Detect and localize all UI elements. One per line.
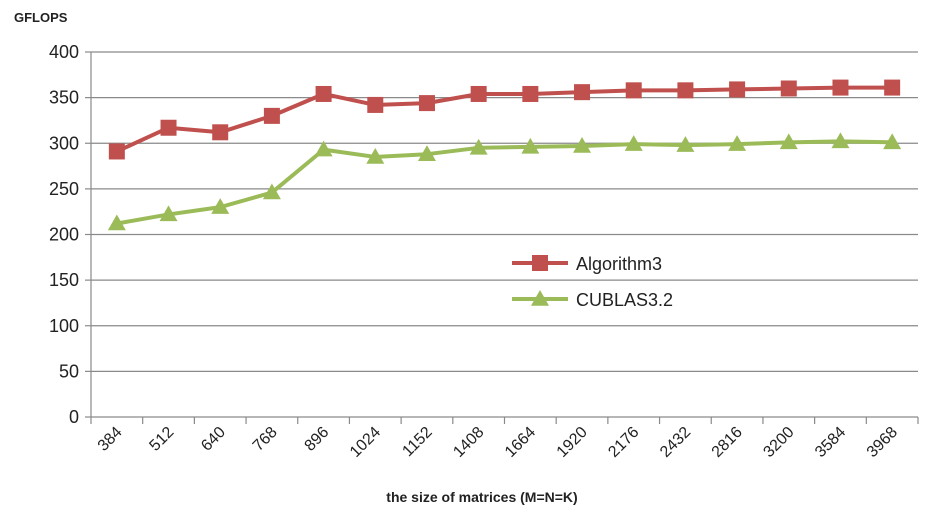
x-tick-label: 512 [146,424,177,455]
data-point-cublas3-2 [521,137,540,154]
x-tick-label: 1664 [502,424,539,461]
x-tick-label: 768 [250,424,281,455]
data-point-algorithm3 [832,79,849,96]
x-tick-label: 640 [198,424,229,455]
data-point-cublas3-2 [366,147,385,164]
data-point-cublas3-2 [159,205,178,222]
data-point-algorithm3 [677,82,694,99]
x-tick-label: 3968 [864,424,901,461]
data-point-algorithm3 [884,79,901,96]
data-point-cublas3-2 [262,183,281,200]
series-lines [107,79,902,231]
data-point-algorithm3 [160,119,177,136]
y-tick-label: 400 [49,42,79,62]
y-tick-label: 200 [49,225,79,245]
y-tick-label: 300 [49,133,79,153]
series-line-algorithm3 [116,85,893,154]
y-tick-label: 50 [59,361,79,381]
data-point-cublas3-2 [417,145,436,161]
x-tick-label: 2816 [709,424,746,461]
data-point-cublas3-2 [469,138,488,155]
y-tick-label: 100 [49,316,79,336]
data-point-algorithm3 [367,96,384,113]
gridlines [91,51,918,372]
legend-label: CUBLAS3.2 [576,290,673,310]
data-point-cublas3-2 [676,136,695,152]
data-point-algorithm3 [263,107,280,124]
data-point-algorithm3 [108,143,125,160]
x-tick-label: 2432 [657,424,694,461]
x-tick-label: 896 [302,424,333,455]
data-point-cublas3-2 [573,136,592,153]
axes [85,51,919,424]
legend: Algorithm3 CUBLAS3.2 [512,254,673,310]
legend-item: Algorithm3 [512,254,662,274]
data-point-algorithm3 [729,81,746,98]
data-point-cublas3-2 [883,133,902,150]
y-tick-label: 0 [69,407,79,427]
data-point-algorithm3 [470,85,487,102]
x-tick-label: 3584 [812,424,849,461]
legend-label: Algorithm3 [576,254,662,274]
data-point-cublas3-2 [831,132,850,149]
data-point-algorithm3 [574,84,591,101]
data-point-algorithm3 [780,80,797,97]
x-tick-label: 1024 [347,424,384,461]
data-point-cublas3-2 [211,198,230,214]
data-point-cublas3-2 [728,135,747,151]
legend-marker [532,255,548,271]
data-point-cublas3-2 [314,140,333,157]
data-point-algorithm3 [625,82,642,99]
series-cublas3-2 [107,132,902,231]
legend-marker [531,290,549,306]
series-algorithm3 [108,79,901,160]
y-tick-labels: 0 50 100 150 200 250 300 350 400 [49,42,79,427]
x-tick-label: 2176 [605,424,642,461]
y-tick-label: 350 [49,88,79,108]
data-point-algorithm3 [418,95,435,112]
x-tick-label: 3200 [760,424,797,461]
data-point-cublas3-2 [779,133,798,150]
data-point-cublas3-2 [107,214,126,231]
y-tick-label: 150 [49,270,79,290]
data-point-algorithm3 [212,124,229,141]
x-axis-label: the size of matrices (M=N=K) [386,489,577,505]
x-tick-label: 384 [95,424,126,455]
series-line-cublas3-2 [116,139,893,226]
x-tick-label: 1408 [450,424,487,461]
y-axis-label: GFLOPS [14,10,68,25]
y-tick-label: 250 [49,179,79,199]
x-tick-labels: 384 512 640 768 896 1024 1152 1408 1664 1920 2176 2… [95,424,901,461]
data-point-algorithm3 [315,85,332,102]
legend-item: CUBLAS3.2 [512,290,673,310]
x-tick-label: 1152 [399,424,435,460]
data-point-algorithm3 [522,85,539,102]
x-tick-label: 1920 [554,424,591,461]
data-point-cublas3-2 [624,135,643,151]
